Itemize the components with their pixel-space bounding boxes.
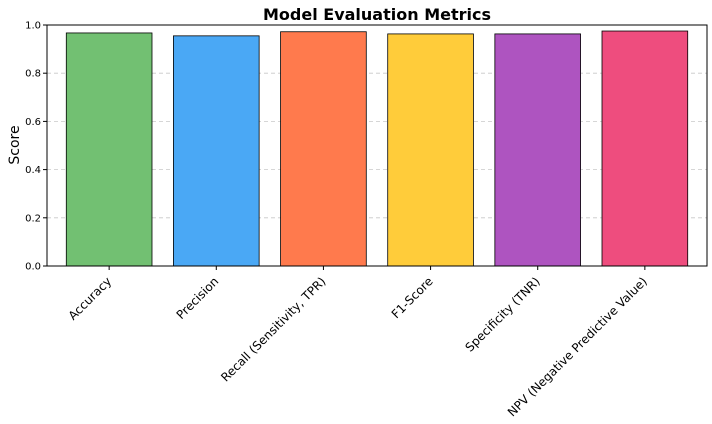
x-tick-label: Precision — [174, 274, 222, 322]
y-tick-label: 0.6 — [25, 117, 41, 128]
bar — [601, 30, 689, 267]
y-tick-label: 0.2 — [25, 213, 41, 224]
y-ticks: 0.0 0.2 0.4 0.6 0.8 1.0 — [25, 21, 47, 273]
x-tick-label: Recall (Sensitivity, TPR) — [218, 274, 328, 384]
y-tick-label: 0.4 — [25, 165, 41, 176]
bar — [173, 35, 260, 267]
plot-frame — [46, 24, 708, 267]
y-tick-label: 0.0 — [25, 262, 41, 273]
y-axis-label: Score — [7, 125, 23, 164]
bar — [280, 31, 367, 267]
gridlines — [47, 72, 707, 219]
bars — [65, 30, 689, 267]
chart-title: Model Evaluation Metrics — [263, 5, 491, 24]
y-tick-label: 1.0 — [25, 21, 41, 32]
x-tick-label: Accuracy — [66, 274, 115, 323]
y-tick-label: 0.8 — [25, 69, 41, 80]
bar — [65, 32, 153, 267]
bar — [494, 33, 581, 267]
axes — [46, 24, 708, 267]
x-tick-label: Specificity (TNR) — [462, 274, 542, 354]
x-tick-label: F1-Score — [389, 274, 436, 321]
bar — [387, 33, 474, 267]
